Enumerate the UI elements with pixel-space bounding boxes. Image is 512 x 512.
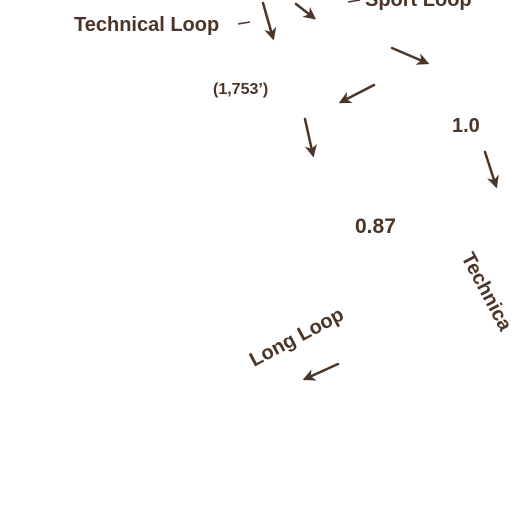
leader-line xyxy=(347,0,361,3)
direction-arrow-icon xyxy=(390,46,430,65)
technical-loop-label: Technical Loop xyxy=(74,14,219,36)
elevation-label: (1,753’) xyxy=(213,81,268,98)
distance-label-1: 1.0 xyxy=(452,115,480,137)
direction-arrow-icon xyxy=(303,117,317,158)
direction-arrow-icon xyxy=(302,362,340,381)
direction-arrow-icon xyxy=(338,83,376,104)
direction-arrow-icon xyxy=(261,1,277,41)
leader-line xyxy=(237,21,251,25)
sport-loop-label: Sport Loop xyxy=(365,0,472,11)
long-loop-label: Long Loop xyxy=(246,303,348,371)
direction-arrow-icon xyxy=(483,150,499,189)
technical-loop-label-right: Technica xyxy=(457,249,512,335)
direction-arrow-icon xyxy=(294,2,316,20)
distance-label-2: 0.87 xyxy=(355,215,396,238)
